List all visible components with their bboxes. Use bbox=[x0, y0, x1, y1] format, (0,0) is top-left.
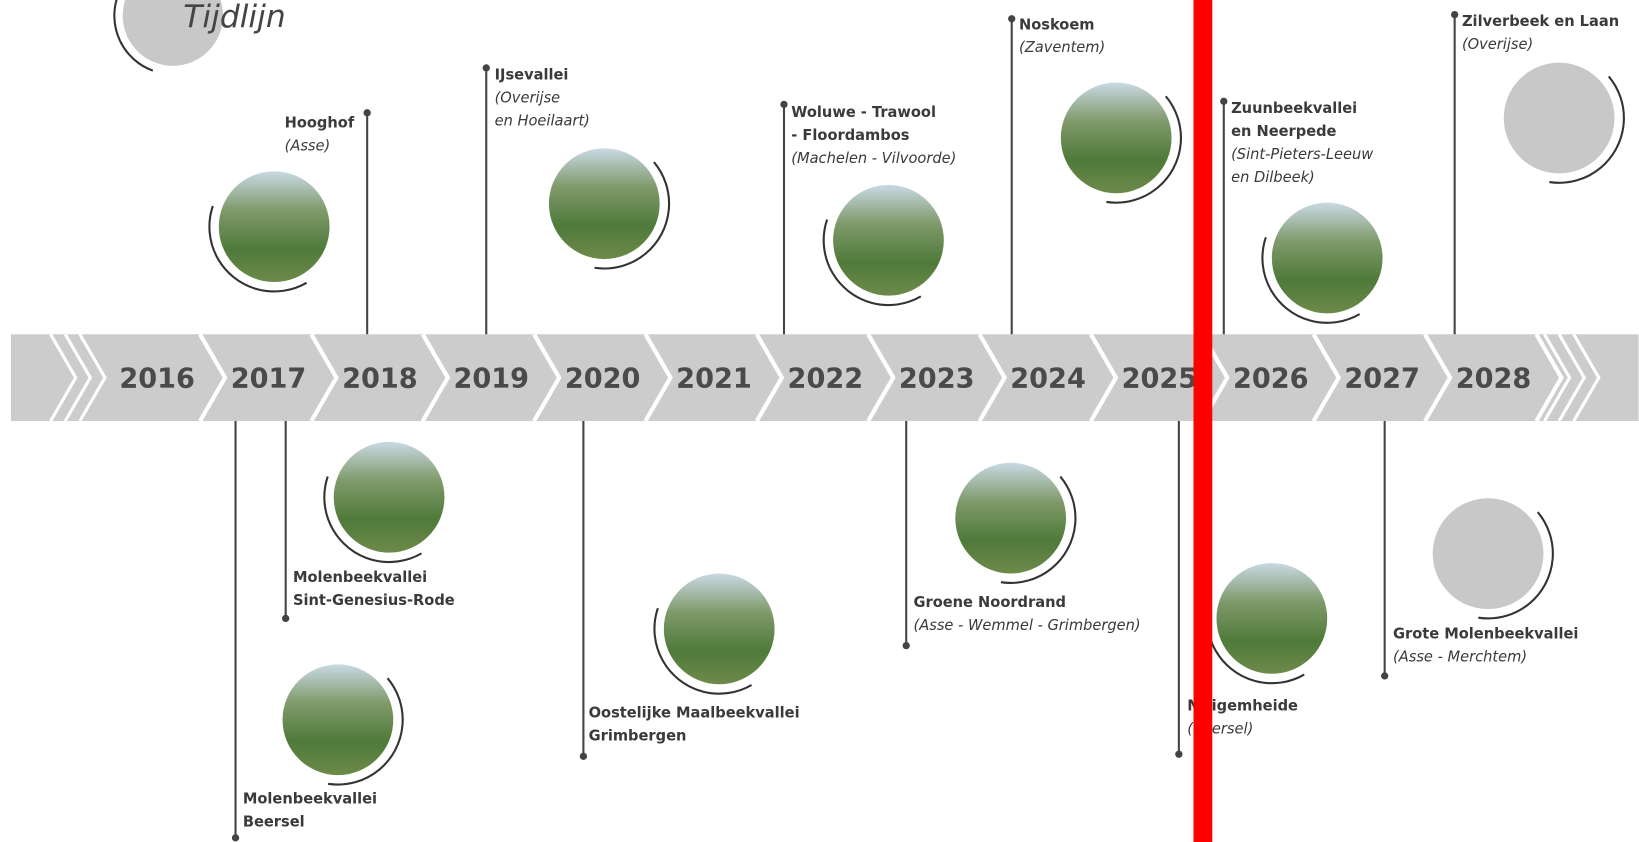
year-label: 2027 bbox=[1344, 364, 1420, 395]
project-name: en Neerpede bbox=[1231, 123, 1336, 140]
stem-dot bbox=[580, 753, 587, 760]
photo bbox=[955, 463, 1066, 574]
project-name: Grimbergen bbox=[589, 728, 687, 745]
year-label: 2020 bbox=[565, 364, 641, 395]
stem-dot bbox=[232, 834, 239, 841]
year-label: 2021 bbox=[676, 364, 752, 395]
current-marker bbox=[1193, 0, 1212, 842]
photo bbox=[1433, 498, 1544, 609]
project-location: en Hoeilaart) bbox=[495, 112, 590, 129]
photo bbox=[219, 171, 330, 282]
photo bbox=[1272, 203, 1383, 314]
photo bbox=[549, 148, 660, 259]
project-name: Molenbeekvallei bbox=[293, 569, 427, 586]
stem-dot bbox=[780, 101, 787, 108]
project-name: Woluwe - Trawool bbox=[791, 104, 936, 121]
timeline: Tijdlijn 2016 2017 2018 2019 2020 2021 2022 202… bbox=[0, 0, 1639, 842]
stem-dot bbox=[1381, 672, 1388, 679]
stem-dot bbox=[1220, 98, 1227, 105]
photo bbox=[334, 442, 445, 553]
stem-dot bbox=[483, 64, 490, 71]
project-location: (Asse - Merchtem) bbox=[1393, 648, 1527, 665]
year-label: 2019 bbox=[453, 364, 529, 395]
project-name: Sint-Genesius-Rode bbox=[293, 592, 455, 609]
photo bbox=[283, 664, 394, 775]
project-location: (Overijse bbox=[495, 89, 561, 106]
photo bbox=[1061, 83, 1172, 194]
year-label: 2024 bbox=[1010, 364, 1086, 395]
project-location: (Asse - Wemmel - Grimbergen) bbox=[914, 617, 1141, 634]
project-location: (Machelen - Vilvoorde) bbox=[791, 150, 956, 167]
year-label: 2016 bbox=[119, 364, 195, 395]
year-label: 2026 bbox=[1233, 364, 1309, 395]
stem-dot bbox=[1008, 15, 1015, 22]
project-location: en Dilbeek) bbox=[1231, 169, 1315, 186]
stem-dot bbox=[1175, 751, 1182, 758]
photo bbox=[833, 185, 944, 296]
stem-dot bbox=[364, 109, 371, 116]
photo bbox=[664, 574, 775, 685]
project-name: Groene Noordrand bbox=[914, 594, 1066, 611]
year-label: 2028 bbox=[1456, 364, 1532, 395]
project-location: (Zaventem) bbox=[1019, 39, 1105, 56]
title: Tijdlijn bbox=[183, 0, 285, 35]
project-name: Zuunbeekvallei bbox=[1231, 100, 1357, 117]
project-name: IJsevallei bbox=[495, 66, 569, 83]
project-name: Noskoem bbox=[1019, 16, 1094, 33]
year-label: 2023 bbox=[899, 364, 975, 395]
project-name: Molenbeekvallei bbox=[243, 790, 377, 807]
project-name: Hooghof bbox=[285, 114, 355, 131]
project-name: Beersel bbox=[243, 813, 305, 830]
photo bbox=[1216, 563, 1327, 674]
project-name: Grote Molenbeekvallei bbox=[1393, 625, 1578, 642]
year-label: 2022 bbox=[788, 364, 864, 395]
project-location: (Asse) bbox=[285, 137, 331, 154]
project-name: - Floordambos bbox=[791, 127, 909, 144]
project-name: Oostelijke Maalbeekvallei bbox=[589, 705, 800, 722]
stem-dot bbox=[1451, 11, 1458, 18]
stem-dot bbox=[903, 642, 910, 649]
year-label: 2025 bbox=[1122, 364, 1198, 395]
year-label: 2017 bbox=[231, 364, 307, 395]
project-location: (Overijse) bbox=[1462, 36, 1533, 53]
stem-dot bbox=[282, 615, 289, 622]
project-name: Zilverbeek en Laan bbox=[1462, 13, 1619, 30]
project-location: (Sint-Pieters-Leeuw bbox=[1231, 146, 1373, 163]
year-label: 2018 bbox=[342, 364, 418, 395]
photo bbox=[1504, 63, 1615, 174]
